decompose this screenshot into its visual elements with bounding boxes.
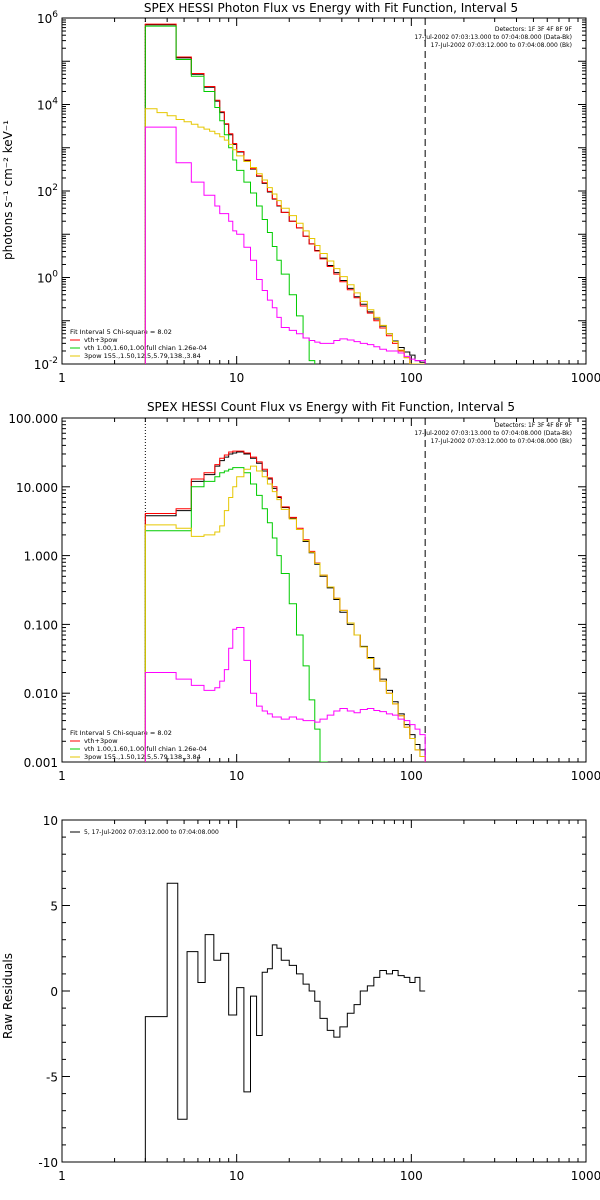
panel3-legend-0: 5, 17-Jul-2002 07:03:12.000 to 07:04:08.… <box>84 829 219 836</box>
panel1-header: Detectors: 1F 3F 4F 8F 9F 17-Jul-2002 07… <box>414 26 572 49</box>
series-bk <box>144 126 426 364</box>
panel1-header-0: Detectors: 1F 3F 4F 8F 9F <box>495 26 573 33</box>
panel3-ytick-label: -10 <box>38 1156 58 1170</box>
series-vth <box>144 25 316 364</box>
residuals-panel: Raw Residuals 5, 17-Jul-2002 07:03:12.00… <box>1 829 219 1039</box>
panel1-legend: Fit Interval 5 Chi-square = 8.02 vth+3po… <box>70 328 207 360</box>
panel1-plot: 1 10 100 1000 10-2 100 102 104 106 <box>34 10 600 385</box>
panel1-xtick-label: 100 <box>400 371 423 385</box>
panel3-xtick-label: 1 <box>58 1169 66 1183</box>
panel2-ytick-label: 0.100 <box>24 618 58 632</box>
series-vth <box>144 467 328 762</box>
panel2-ytick-label: 0.001 <box>24 756 58 770</box>
panel1-ytick-label: 106 <box>37 10 58 26</box>
panel2-ytick-label: 100.000 <box>8 412 58 426</box>
panel2-header-0: Detectors: 1F 3F 4F 8F 9F <box>495 422 573 429</box>
panel1-ytick-label: 10-2 <box>34 356 58 372</box>
panel2-legend: Fit Interval 5 Chi-square = 8.02 vth+3po… <box>70 729 207 761</box>
panel2-header: Detectors: 1F 3F 4F 8F 9F 17-Jul-2002 07… <box>414 422 572 445</box>
panel3-xtick-label: 100 <box>400 1169 423 1183</box>
series-3pow <box>144 465 426 762</box>
panel3-ytick-label: -5 <box>46 1071 58 1085</box>
panel1-ylabel: photons s⁻¹ cm⁻² keV⁻¹ <box>1 120 15 260</box>
panel3-ylabel: Raw Residuals <box>1 953 15 1039</box>
photon-flux-panel: SPEX HESSI Photon Flux vs Energy with Fi… <box>1 1 573 360</box>
panel2-legend-3: 3pow 155.,1.50,12.5,5.79,138.,3.84 <box>84 753 201 761</box>
panel3-ytick-label: 5 <box>50 900 58 914</box>
panel1-header-1: 17-Jul-2002 07:03:13.000 to 07:04:08.000… <box>414 34 572 41</box>
series-total-fit <box>144 23 426 364</box>
panel2-title: SPEX HESSI Count Flux vs Energy with Fit… <box>147 400 515 414</box>
panel2-legend-1: vth+3pow <box>84 737 118 745</box>
panel3-frame <box>61 819 587 1163</box>
series-3pow <box>144 108 426 364</box>
panel3-legend: 5, 17-Jul-2002 07:03:12.000 to 07:04:08.… <box>70 829 219 836</box>
panel1-title: SPEX HESSI Photon Flux vs Energy with Fi… <box>144 1 518 15</box>
panel1-legend-1: vth+3pow <box>84 336 118 344</box>
panel1-xtick-label: 1 <box>58 371 66 385</box>
panel3-series-group <box>144 882 426 1162</box>
panel1-ytick-label: 100 <box>37 270 58 286</box>
series-bk <box>144 627 426 762</box>
panel2-ytick-label: 1.000 <box>24 550 58 564</box>
series-data-bk <box>144 451 426 762</box>
panel2-ytick-label: 10.000 <box>16 481 58 495</box>
panel1-ytick-label: 104 <box>37 97 58 113</box>
panel1-ytick-label: 102 <box>37 183 58 199</box>
series-5 <box>144 882 426 1162</box>
panel3-ytick-label: 0 <box>50 985 58 999</box>
panel2-ytick-label: 0.010 <box>24 687 58 701</box>
panel1-xtick-label: 10 <box>229 371 244 385</box>
panel2-xtick-label: 1000 <box>571 769 600 783</box>
panel2-legend-0: Fit Interval 5 Chi-square = 8.02 <box>70 729 172 737</box>
panel2-frame <box>61 417 587 763</box>
panel3-xtick-label: 1000 <box>571 1169 600 1183</box>
panel2-series-group <box>144 418 426 762</box>
panel2-xtick-label: 10 <box>229 769 244 783</box>
panel2-xtick-label: 1 <box>58 769 66 783</box>
panel3-ytick-label: 10 <box>43 814 58 828</box>
panel1-legend-0: Fit Interval 5 Chi-square = 8.02 <box>70 328 172 336</box>
panel3-xtick-label: 10 <box>229 1169 244 1183</box>
series-data-bk <box>144 24 426 364</box>
panel1-legend-3: 3pow 155.,1.50,12.5,5.79,138.,3.84 <box>84 352 201 360</box>
panel1-frame <box>61 17 587 365</box>
panel1-series-group <box>144 18 426 364</box>
panel2-plot: 1 10 100 1000 0.001 0.010 0.100 1.000 10.000 100.… <box>8 412 600 783</box>
panel1-header-2: 17-Jul-2002 07:03:12.000 to 07:04:08.000… <box>431 42 572 49</box>
panel2-xtick-label: 100 <box>400 769 423 783</box>
panel1-xtick-label: 1000 <box>571 371 600 385</box>
panel2-header-1: 17-Jul-2002 07:03:13.000 to 07:04:08.000… <box>414 430 572 437</box>
panel3-plot: 1 10 100 1000 -10 -5 0 5 10 <box>38 814 600 1183</box>
panel2-header-2: 17-Jul-2002 07:03:12.000 to 07:04:08.000… <box>431 438 572 445</box>
